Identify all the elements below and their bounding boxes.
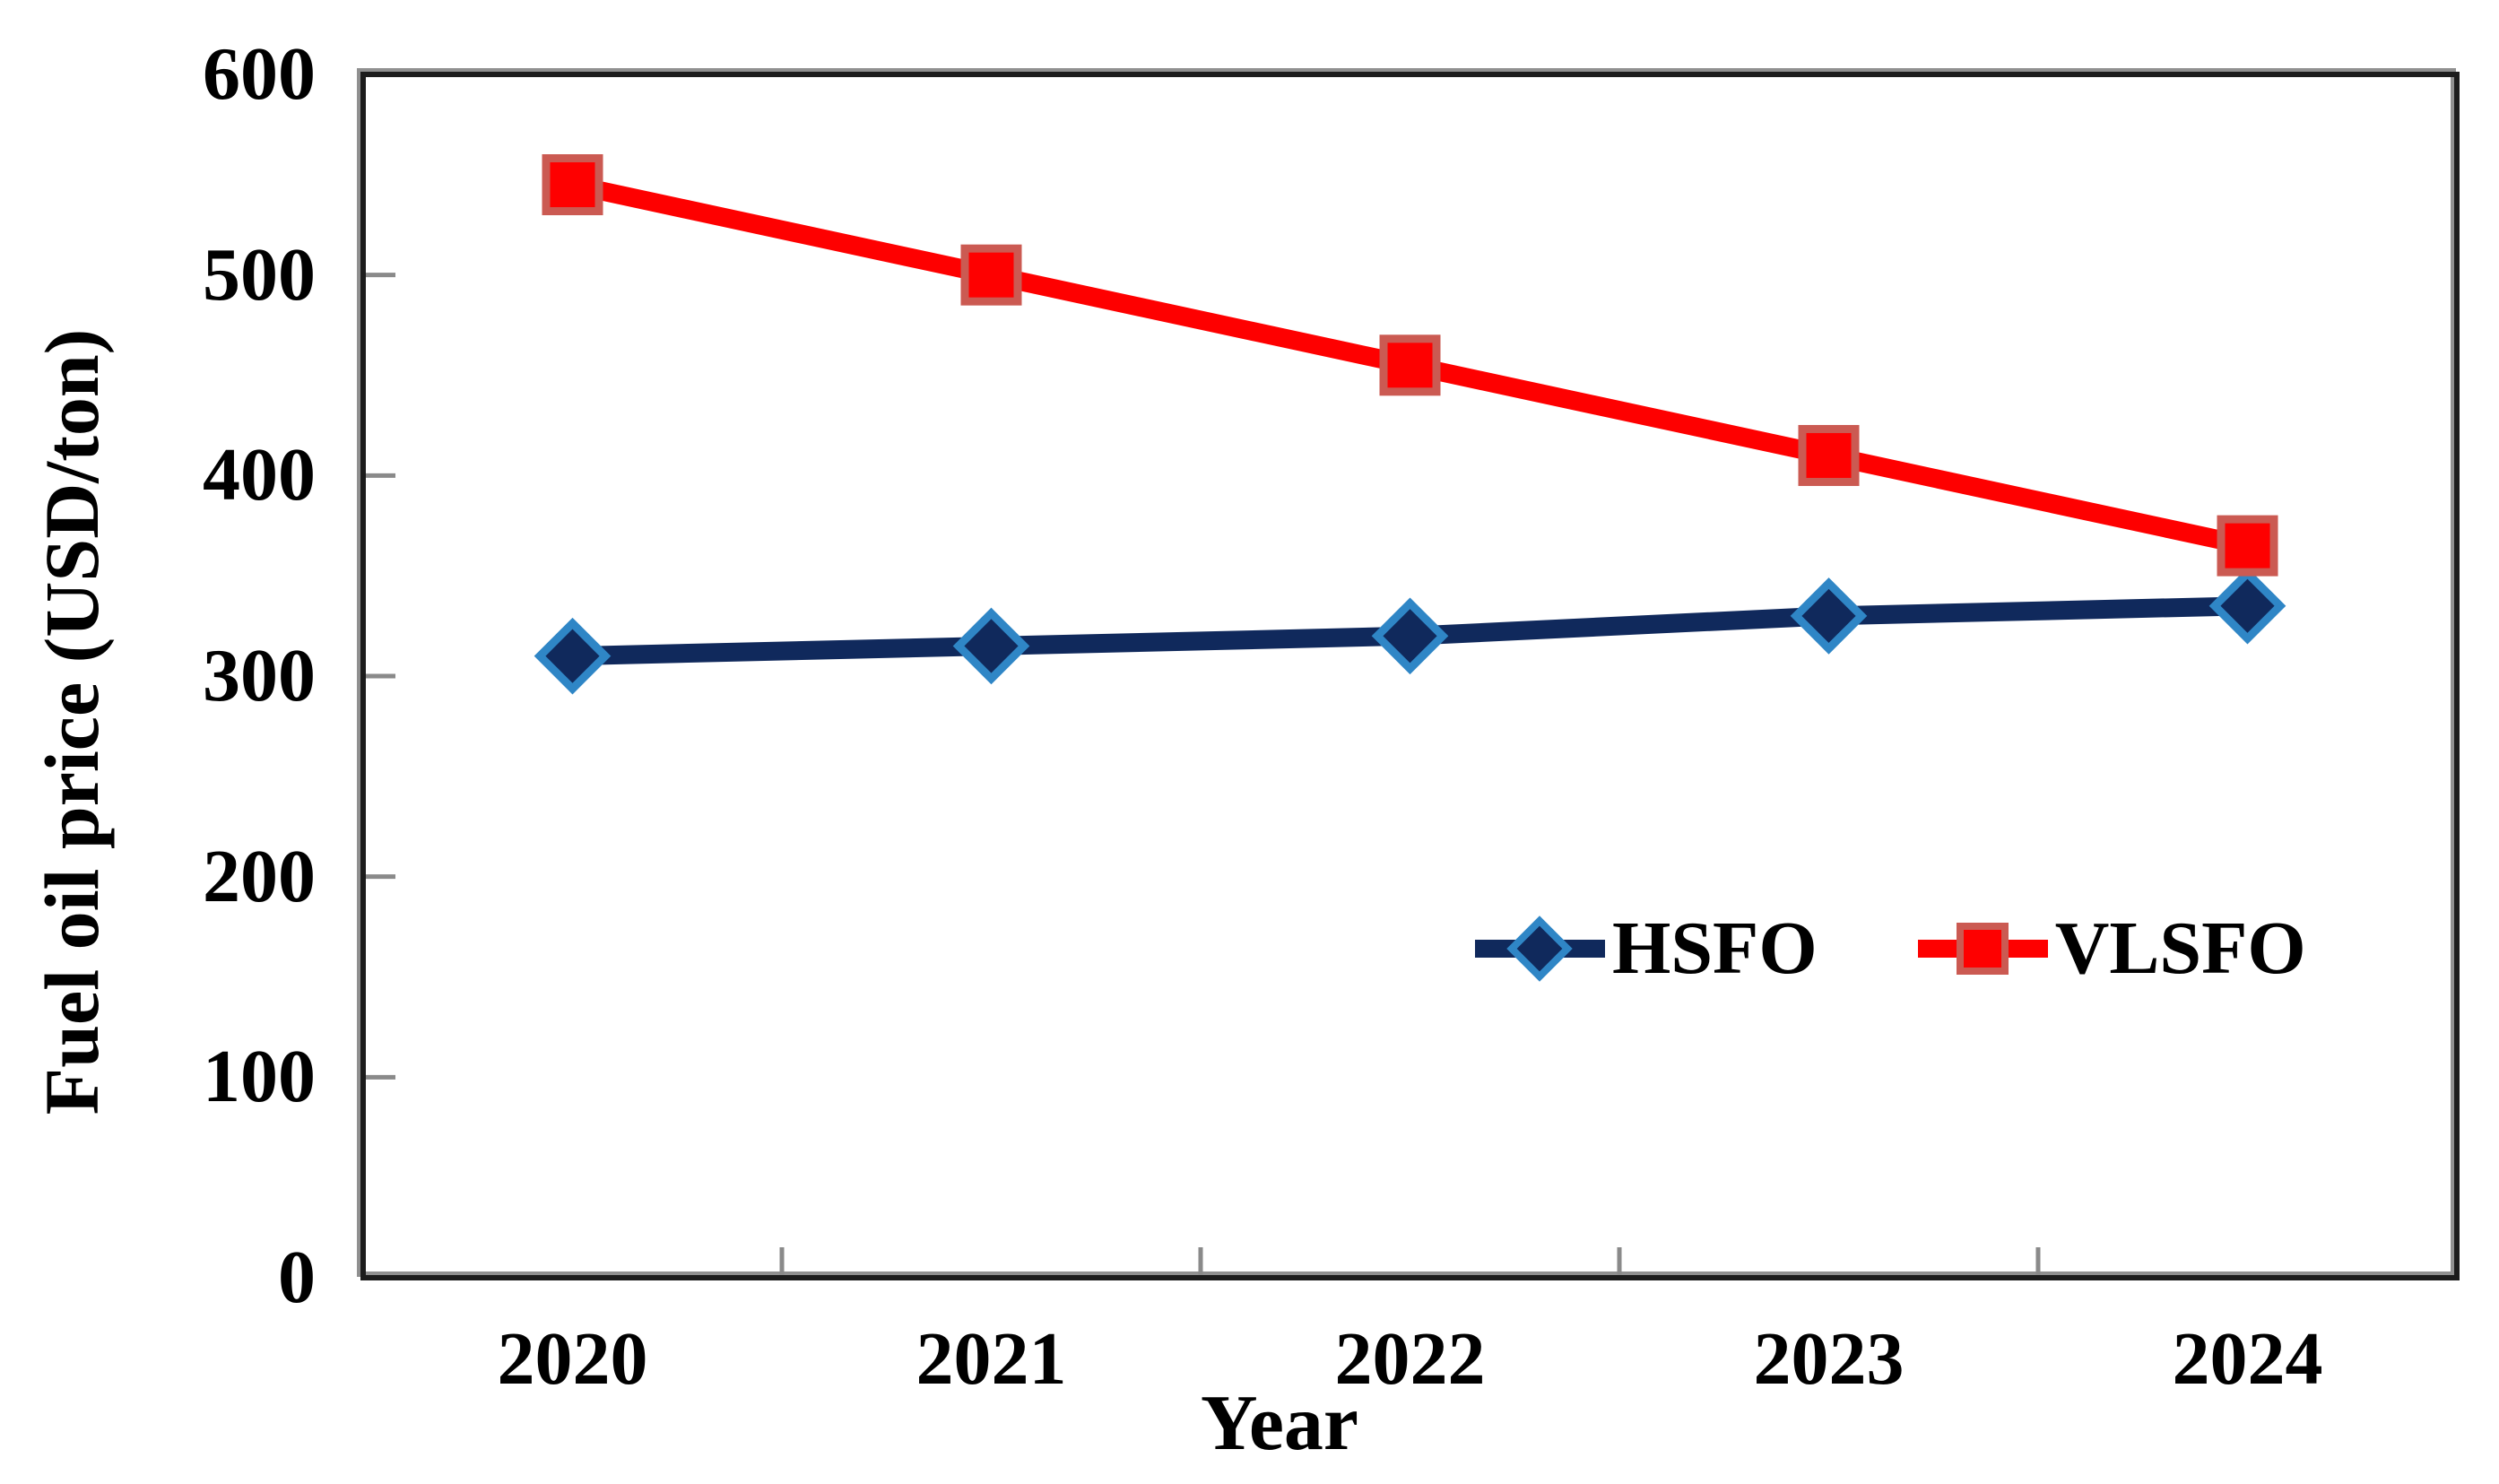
y-tick-label: 400	[203, 433, 316, 517]
vlsfo-marker	[960, 244, 1022, 306]
y-tick-label: 100	[203, 1035, 316, 1119]
legend-marker	[1956, 923, 2009, 975]
legend-item-hsfo: HSFO	[1475, 907, 1818, 990]
legend-marker	[1506, 916, 1573, 982]
x-tick-label: 2020	[497, 1317, 648, 1401]
legend: HSFO VLSFO	[1475, 907, 2306, 990]
x-tick-label: 2024	[2172, 1317, 2323, 1401]
hsfo-marker	[534, 617, 612, 695]
plot-frame	[360, 72, 2460, 1280]
y-tick-label: 0	[278, 1236, 316, 1319]
plot-frame-shadow	[357, 68, 2456, 1277]
y-tick-label: 500	[203, 232, 316, 317]
y-tick-label: 200	[203, 834, 316, 918]
x-tick-label: 2021	[915, 1317, 1067, 1401]
vlsfo-marker	[1798, 424, 1860, 486]
legend-swatch-hsfo	[1475, 916, 1605, 982]
y-tick-label: 300	[203, 634, 316, 717]
legend-swatch-vlsfo	[1917, 923, 2048, 975]
legend-label: VLSFO	[2054, 907, 2306, 990]
legend-label: HSFO	[1612, 907, 1818, 990]
hsfo-marker	[1371, 597, 1449, 675]
hsfo-marker	[1790, 577, 1868, 655]
vlsfo-marker	[542, 154, 603, 216]
x-tick-label: 2023	[1753, 1317, 1905, 1401]
hsfo-marker	[952, 607, 1030, 685]
x-axis-title: Year	[1201, 1380, 1358, 1467]
legend-item-vlsfo: VLSFO	[1917, 907, 2306, 990]
y-tick-label: 600	[203, 32, 316, 116]
vlsfo-marker	[1379, 334, 1441, 396]
hsfo-marker	[2208, 567, 2286, 645]
vlsfo-marker	[2217, 515, 2278, 577]
x-tick-label: 2022	[1334, 1317, 1486, 1401]
